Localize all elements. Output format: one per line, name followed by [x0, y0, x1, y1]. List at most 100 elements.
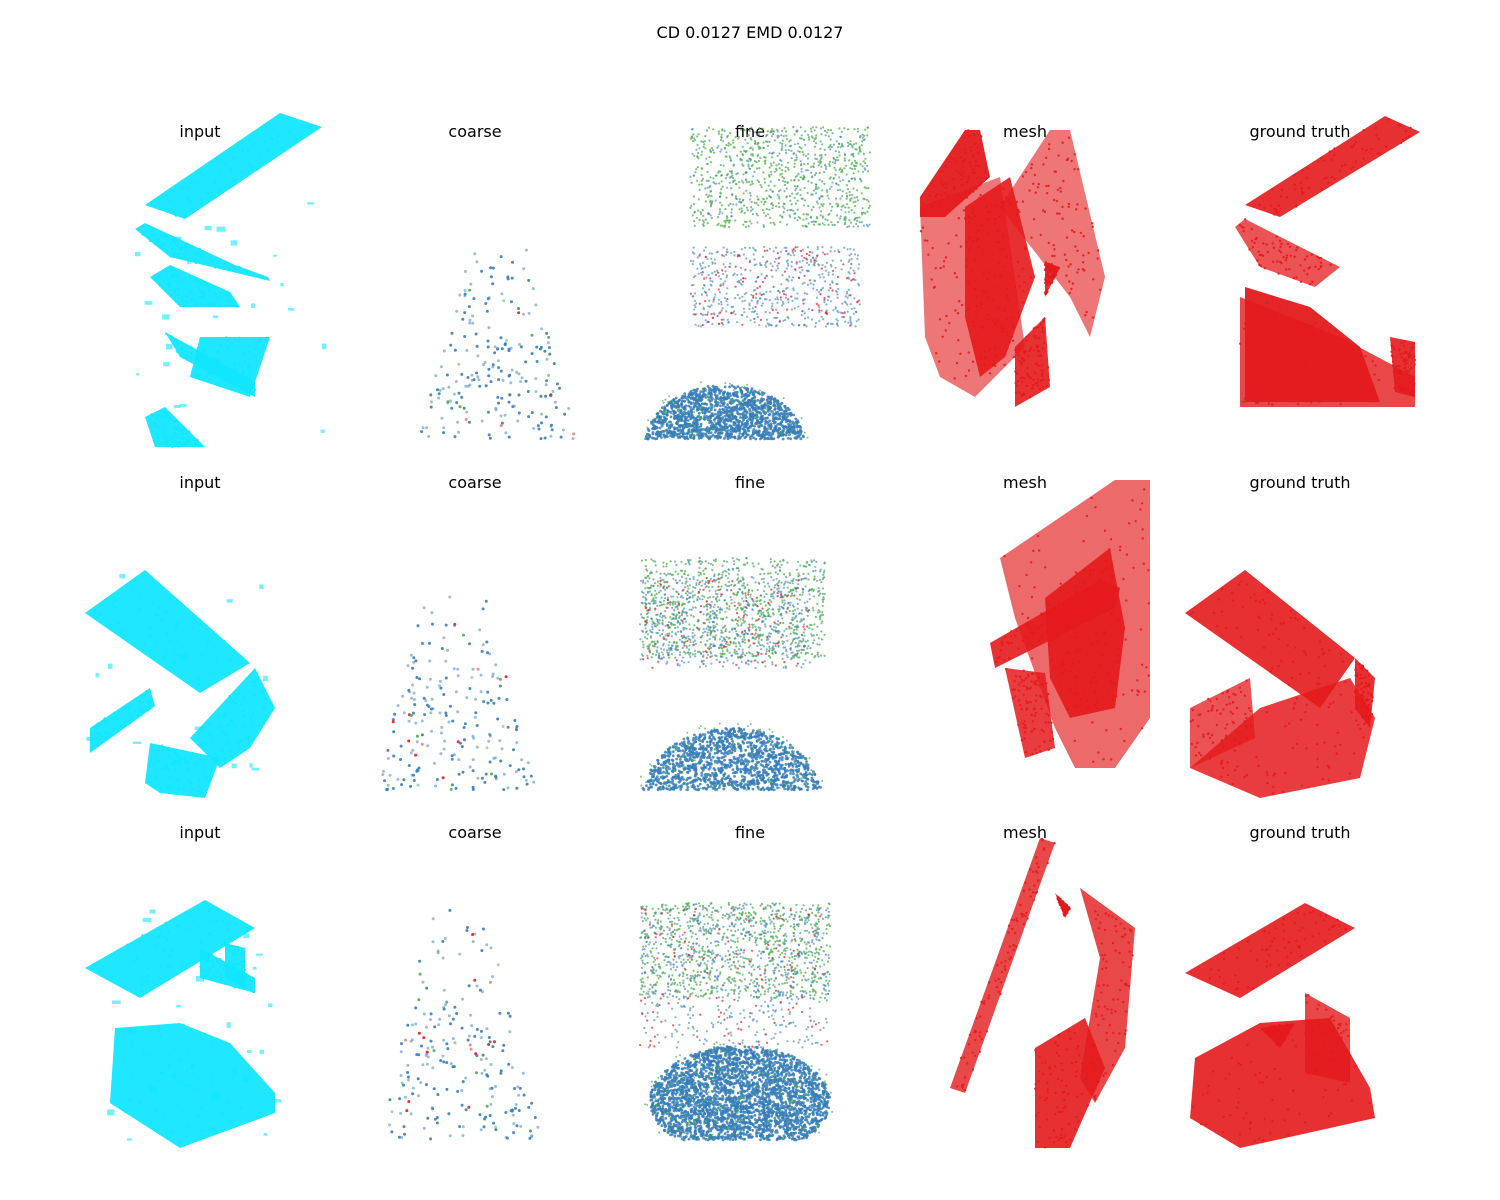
- ground-truth-surface-point: [1284, 259, 1288, 262]
- input-surface-point: [217, 373, 221, 376]
- mesh-surface-point: [1034, 191, 1038, 194]
- input-surface-point: [174, 214, 178, 217]
- fine-point: [745, 171, 748, 174]
- fine-point: [718, 392, 721, 395]
- input-surface-point: [176, 252, 180, 256]
- ground-truth-surface-point: [1272, 315, 1276, 318]
- fine-point: [814, 137, 818, 140]
- fine-point: [717, 216, 720, 219]
- input-surface-point: [217, 359, 221, 363]
- fine-point: [683, 395, 687, 398]
- panel-fine: fine: [644, 122, 872, 441]
- input-surface-point: [164, 236, 167, 239]
- fine-point: [847, 277, 851, 280]
- input-surface-point: [173, 242, 177, 245]
- input-surface-point: [187, 187, 190, 190]
- fine-point: [866, 126, 869, 129]
- fine-point: [726, 248, 729, 251]
- mesh-surface-point: [999, 276, 1003, 279]
- fine-point: [708, 421, 712, 425]
- fine-point: [657, 430, 661, 434]
- fine-point: [793, 196, 796, 200]
- fine-point: [764, 436, 767, 440]
- coarse-point: [386, 756, 390, 760]
- ground-truth-surface-point: [1345, 375, 1349, 379]
- ground-truth-surface-point: [1273, 387, 1276, 390]
- fine-point: [725, 143, 728, 147]
- fine-point: [847, 321, 850, 324]
- coarse-point: [530, 352, 534, 356]
- mesh-surface-point: [982, 273, 985, 276]
- input-surface-point: [194, 304, 197, 307]
- ground-truth-surface-point: [1360, 354, 1363, 357]
- mesh-surface-point: [1018, 285, 1021, 288]
- ground-truth-surface-point: [1317, 267, 1321, 271]
- input-surface-point: [170, 247, 174, 250]
- input-surface-point: [248, 365, 251, 368]
- mesh-surface-point: [1047, 147, 1051, 151]
- fine-point: [777, 427, 781, 430]
- coarse-point: [487, 433, 491, 437]
- panel-title: coarse: [448, 473, 501, 492]
- coarse-point: [526, 390, 530, 393]
- mesh-surface-point: [989, 210, 992, 213]
- input-surface-point: [174, 433, 177, 436]
- fine-point: [714, 199, 717, 202]
- fine-point: [722, 164, 725, 167]
- input-surface-point: [191, 289, 194, 292]
- fine-point: [729, 382, 731, 385]
- fine-point: [764, 422, 767, 425]
- fine-point: [788, 419, 792, 423]
- fine-point: [714, 421, 716, 424]
- coarse-point: [471, 321, 475, 325]
- fine-point: [836, 319, 839, 322]
- fine-point: [703, 277, 706, 280]
- ground-truth-surface-point: [1391, 360, 1395, 363]
- fine-point: [773, 260, 776, 263]
- coarse-point: [545, 379, 548, 383]
- mesh-surface-point: [1048, 263, 1052, 266]
- coarse-point: [532, 780, 536, 784]
- fine-point: [784, 170, 787, 173]
- fine-point: [805, 293, 809, 296]
- mesh-surface-point: [1026, 366, 1029, 370]
- coarse-point: [561, 428, 565, 432]
- fine-point: [704, 187, 707, 190]
- mesh-surface-point: [1051, 280, 1054, 284]
- input-surface-point: [185, 242, 188, 246]
- input-surface-point: [221, 729, 224, 733]
- fine-point: [861, 165, 864, 168]
- input-surface-point: [226, 299, 230, 302]
- coarse-point: [549, 394, 553, 398]
- ground-truth-surface-point: [1276, 385, 1279, 389]
- ground-truth-surface-point: [1327, 368, 1330, 371]
- input-surface-point: [265, 130, 268, 133]
- mesh-surface-point: [1015, 384, 1018, 388]
- coarse-point: [487, 367, 491, 371]
- coarse-point: [484, 302, 488, 305]
- fine-point: [701, 313, 705, 317]
- fine-point: [861, 213, 864, 216]
- fine-point: [787, 279, 790, 282]
- fine-point: [700, 312, 703, 315]
- fine-point: [645, 432, 648, 435]
- fine-point: [855, 310, 858, 313]
- fine-point: [847, 210, 850, 213]
- input-surface-point: [104, 731, 107, 735]
- mesh-surface-point: [987, 231, 990, 234]
- fine-point: [827, 223, 830, 226]
- ground-truth-surface-point: [1364, 382, 1367, 385]
- fine-point: [738, 386, 742, 390]
- input-surface-point: [234, 181, 237, 184]
- fine-point: [693, 299, 697, 302]
- fine-point: [768, 166, 771, 169]
- fine-point: [767, 410, 770, 413]
- fine-point: [770, 324, 773, 327]
- mesh-surface-point: [1009, 202, 1012, 206]
- fine-point: [722, 283, 725, 286]
- fine-point: [812, 220, 815, 223]
- ground-truth-surface-point: [1306, 166, 1309, 170]
- fine-point: [752, 253, 755, 256]
- coarse-point: [497, 366, 501, 370]
- fine-point: [802, 204, 806, 207]
